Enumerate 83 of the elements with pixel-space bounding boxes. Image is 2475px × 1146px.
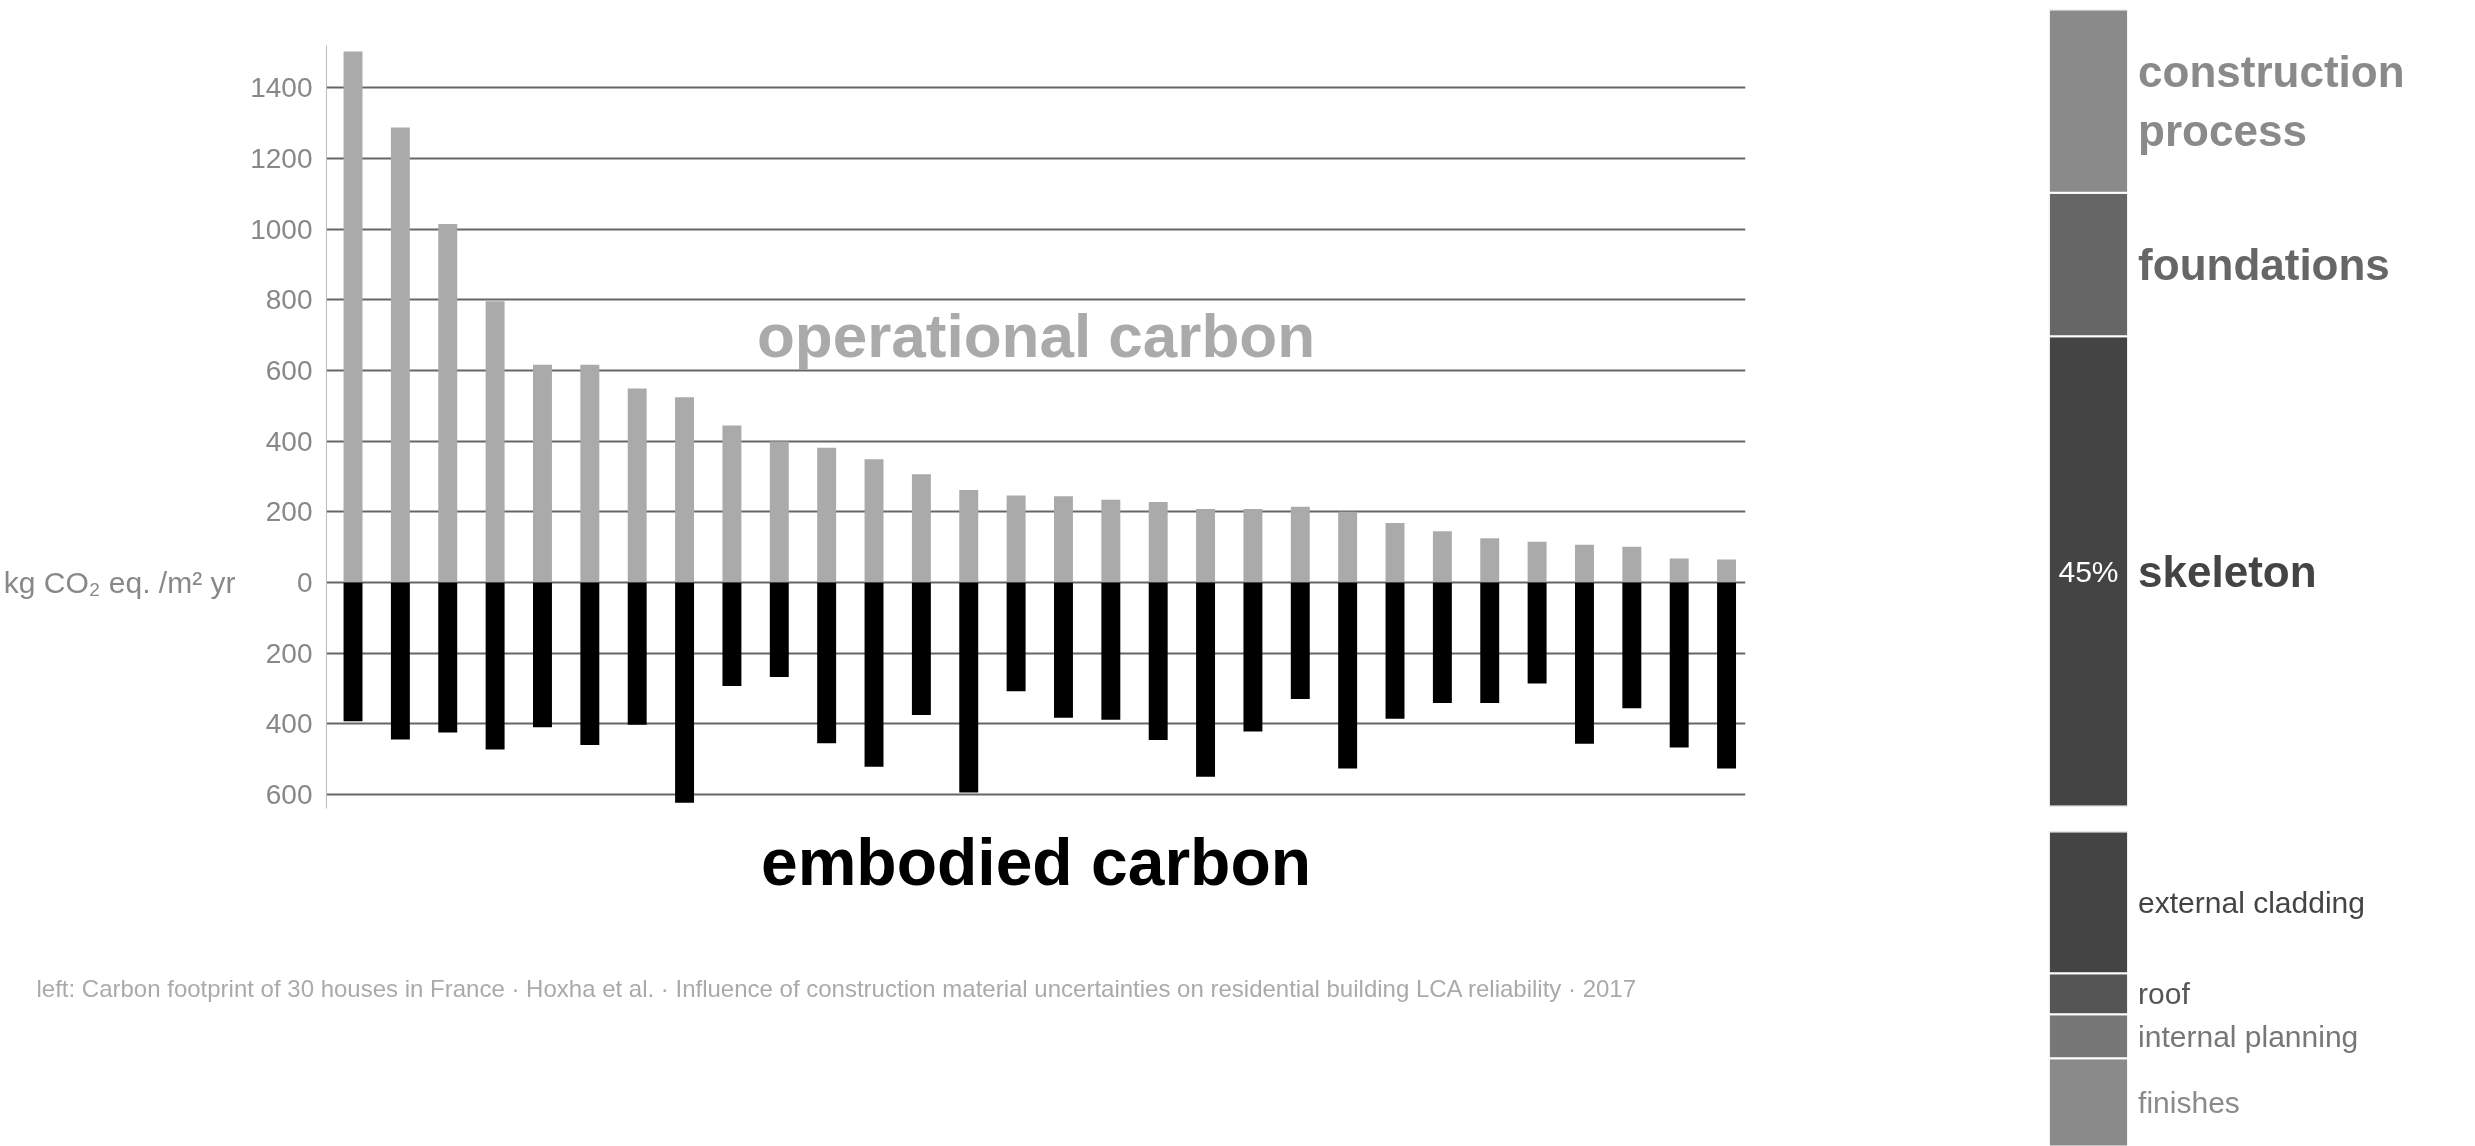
series-label: external cladding bbox=[2138, 885, 2365, 919]
bar bbox=[1385, 523, 1405, 583]
bar bbox=[1196, 508, 1216, 583]
bar bbox=[1432, 531, 1452, 583]
bar bbox=[343, 51, 363, 583]
bar bbox=[1717, 582, 1737, 769]
bar bbox=[864, 459, 884, 583]
bar bbox=[675, 397, 695, 583]
bar bbox=[1338, 511, 1358, 583]
bar bbox=[627, 582, 647, 725]
bar bbox=[1527, 582, 1547, 684]
bar bbox=[1006, 495, 1026, 583]
bar bbox=[580, 582, 600, 745]
bar bbox=[1480, 582, 1500, 703]
y-tick-label: 600 bbox=[265, 778, 313, 810]
bar bbox=[864, 582, 884, 767]
bar bbox=[343, 582, 363, 722]
bar bbox=[580, 364, 600, 583]
bar bbox=[1054, 496, 1073, 583]
bar bbox=[1243, 582, 1263, 732]
y-tick-label: 600 bbox=[265, 354, 313, 386]
bar bbox=[911, 582, 931, 715]
y-tick-label: 200 bbox=[265, 496, 313, 528]
y-tick-label: 400 bbox=[265, 708, 313, 740]
bar bbox=[1101, 582, 1121, 720]
bar bbox=[1622, 582, 1642, 709]
bar bbox=[390, 127, 410, 583]
bar bbox=[769, 582, 789, 678]
bar bbox=[485, 582, 505, 750]
y-tick-label: 200 bbox=[265, 637, 313, 669]
bar bbox=[1148, 501, 1168, 583]
series-label: roof bbox=[2138, 977, 2191, 1011]
series-label: construction process bbox=[2138, 47, 2405, 156]
bar bbox=[1054, 582, 1073, 718]
y-axis-title: kg CO₂ eq. /m² yr bbox=[3, 565, 236, 599]
bar bbox=[817, 447, 837, 583]
bar bbox=[675, 582, 695, 803]
annotation: 45% bbox=[2058, 554, 2119, 588]
bar bbox=[438, 582, 458, 733]
bar bbox=[438, 223, 458, 583]
series-label: foundations bbox=[2138, 240, 2390, 290]
bar bbox=[1006, 582, 1026, 692]
bar bbox=[769, 441, 789, 583]
bar bbox=[1480, 538, 1500, 583]
bar bbox=[1243, 508, 1263, 583]
bar bbox=[533, 364, 552, 583]
series-label: skeleton bbox=[2138, 546, 2317, 596]
y-tick-label: 0 bbox=[296, 566, 313, 598]
y-tick-label: 1000 bbox=[250, 213, 313, 245]
bar bbox=[390, 582, 410, 740]
bar bbox=[1290, 582, 1310, 699]
bar bbox=[1574, 544, 1594, 583]
bar bbox=[1669, 582, 1689, 748]
y-tick-label: 1200 bbox=[250, 143, 313, 175]
bar bbox=[722, 582, 742, 686]
bar bbox=[533, 582, 552, 728]
bar bbox=[1622, 546, 1642, 583]
y-tick-label: 1400 bbox=[250, 72, 313, 104]
bar bbox=[959, 582, 979, 793]
bar bbox=[1669, 558, 1689, 583]
y-tick-label: 800 bbox=[265, 284, 313, 316]
bar bbox=[1574, 582, 1594, 744]
bar bbox=[627, 388, 647, 583]
series-label: internal planning bbox=[2138, 1019, 2359, 1053]
bar bbox=[959, 489, 979, 583]
bar bbox=[911, 474, 931, 583]
bar bbox=[1148, 582, 1168, 740]
bar bbox=[817, 582, 837, 744]
series-label: embodied carbon bbox=[760, 824, 1312, 899]
bar bbox=[1338, 582, 1358, 769]
bar bbox=[1432, 582, 1452, 703]
bar bbox=[1290, 506, 1310, 583]
bar bbox=[1385, 582, 1405, 719]
bar bbox=[722, 425, 742, 583]
y-tick-label: 400 bbox=[265, 425, 313, 457]
bar bbox=[1196, 582, 1216, 777]
bar bbox=[1717, 559, 1737, 583]
bar bbox=[1101, 499, 1121, 583]
series-label: finishes bbox=[2138, 1085, 2240, 1119]
bar bbox=[1527, 541, 1547, 583]
bar bbox=[485, 301, 505, 583]
text: left: Carbon footprint of 30 houses in France · Hoxha et al. · Influence of construction material uncertainties on residential building LCA reliability · 2017 bbox=[36, 974, 1637, 1002]
series-label: operational carbon bbox=[756, 300, 1316, 370]
